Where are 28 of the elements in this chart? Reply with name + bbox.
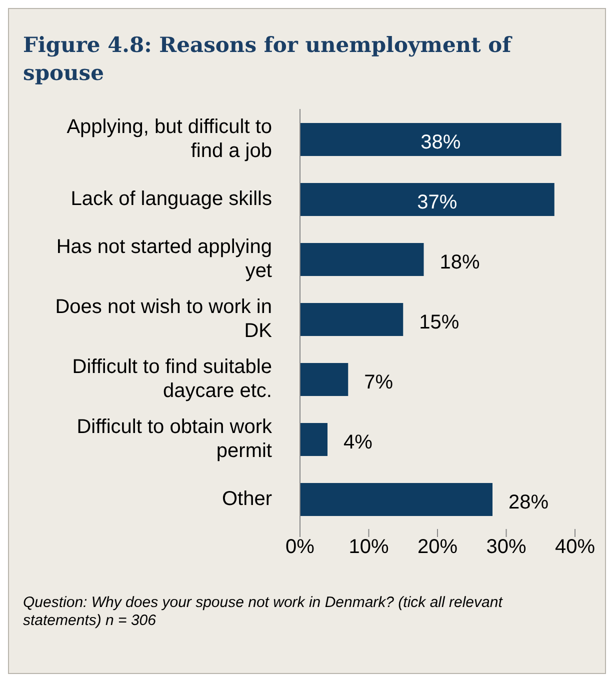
- x-tick-label: 10%: [348, 536, 389, 558]
- x-tick-label: 40%: [554, 536, 596, 558]
- bar: [300, 483, 492, 516]
- y-tick-label: Other: [222, 488, 272, 510]
- y-tick-label: Difficult to find suitable daycare etc.: [72, 356, 272, 402]
- data-label: 38%: [420, 132, 461, 154]
- bar: [300, 123, 562, 156]
- bar: [300, 423, 328, 456]
- chart-title: Figure 4.8: Reasons for unemployment of spouse: [23, 31, 514, 87]
- data-label: 37%: [417, 192, 458, 214]
- y-tick-label: Lack of language skills: [70, 188, 272, 210]
- bar: [300, 243, 424, 276]
- x-tick-label: 30%: [486, 536, 526, 558]
- data-label: 4%: [344, 432, 373, 454]
- data-label: 18%: [440, 252, 480, 274]
- data-label: 7%: [364, 372, 394, 394]
- bar: [300, 303, 404, 336]
- bar: [300, 363, 348, 396]
- data-label: 28%: [508, 492, 549, 514]
- y-tick-label: Difficult to obtain work permit: [76, 416, 273, 462]
- x-tick-label: 0%: [286, 536, 315, 558]
- text: Question: Why does your spouse not work in Denmark? (tick all relevant statements) n = 306: [23, 594, 504, 630]
- y-tick-label: Applying, but difficult to find a job: [66, 116, 272, 162]
- bar: [300, 183, 554, 216]
- x-tick-label: 20%: [417, 536, 458, 558]
- y-tick-label: Has not started applying yet: [56, 236, 272, 282]
- data-label: 15%: [419, 312, 460, 334]
- y-tick-label: Does not wish to work in DK: [55, 296, 273, 342]
